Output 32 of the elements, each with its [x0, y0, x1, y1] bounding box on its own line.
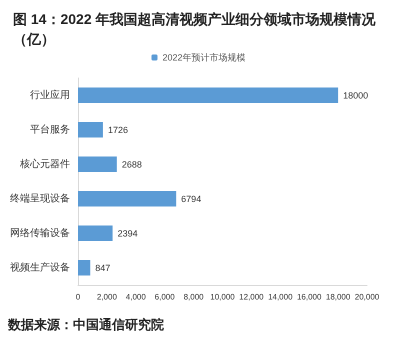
- data-label: 1726: [108, 124, 128, 135]
- data-label: 2394: [118, 228, 138, 238]
- data-label: 18000: [343, 90, 368, 100]
- legend-label: 2022年预计市场规模: [162, 52, 246, 62]
- y-tick-label: 网络传输设备: [10, 226, 70, 239]
- x-tick-label: 0: [76, 292, 81, 302]
- y-tick-label: 平台服务: [30, 123, 70, 136]
- y-tick-label: 视频生产设备: [10, 261, 70, 274]
- x-tick-label: 16,000: [296, 292, 322, 302]
- bar: [78, 156, 117, 172]
- x-tick-label: 8,000: [184, 292, 204, 302]
- y-tick-label: 行业应用: [30, 88, 70, 101]
- y-tick-label: 终端呈现设备: [10, 192, 70, 204]
- x-tick-label: 12,000: [239, 292, 264, 302]
- x-tick-label: 14,000: [268, 292, 294, 302]
- source-note: 数据来源：中国通信研究院: [7, 317, 164, 332]
- data-label: 847: [95, 262, 110, 273]
- bar: [78, 122, 103, 138]
- x-tick-label: 18,000: [326, 292, 351, 302]
- x-tick-label: 2,000: [96, 292, 118, 302]
- x-tick-label: 6,000: [154, 292, 176, 302]
- bar: [78, 87, 338, 104]
- bar: [78, 190, 176, 207]
- data-label: 2688: [122, 159, 142, 170]
- x-tick-label: 4,000: [126, 292, 146, 302]
- y-tick-label: 核心元器件: [19, 158, 70, 170]
- x-tick-label: 20,000: [354, 292, 380, 302]
- bar: [78, 225, 113, 242]
- chart-title: 图 14：2022 年我国超高清视频产业细分领域市场规模情况（亿）: [13, 11, 376, 47]
- x-tick-label: 10,000: [210, 292, 236, 302]
- bar: [78, 260, 90, 276]
- data-label: 6794: [181, 194, 202, 204]
